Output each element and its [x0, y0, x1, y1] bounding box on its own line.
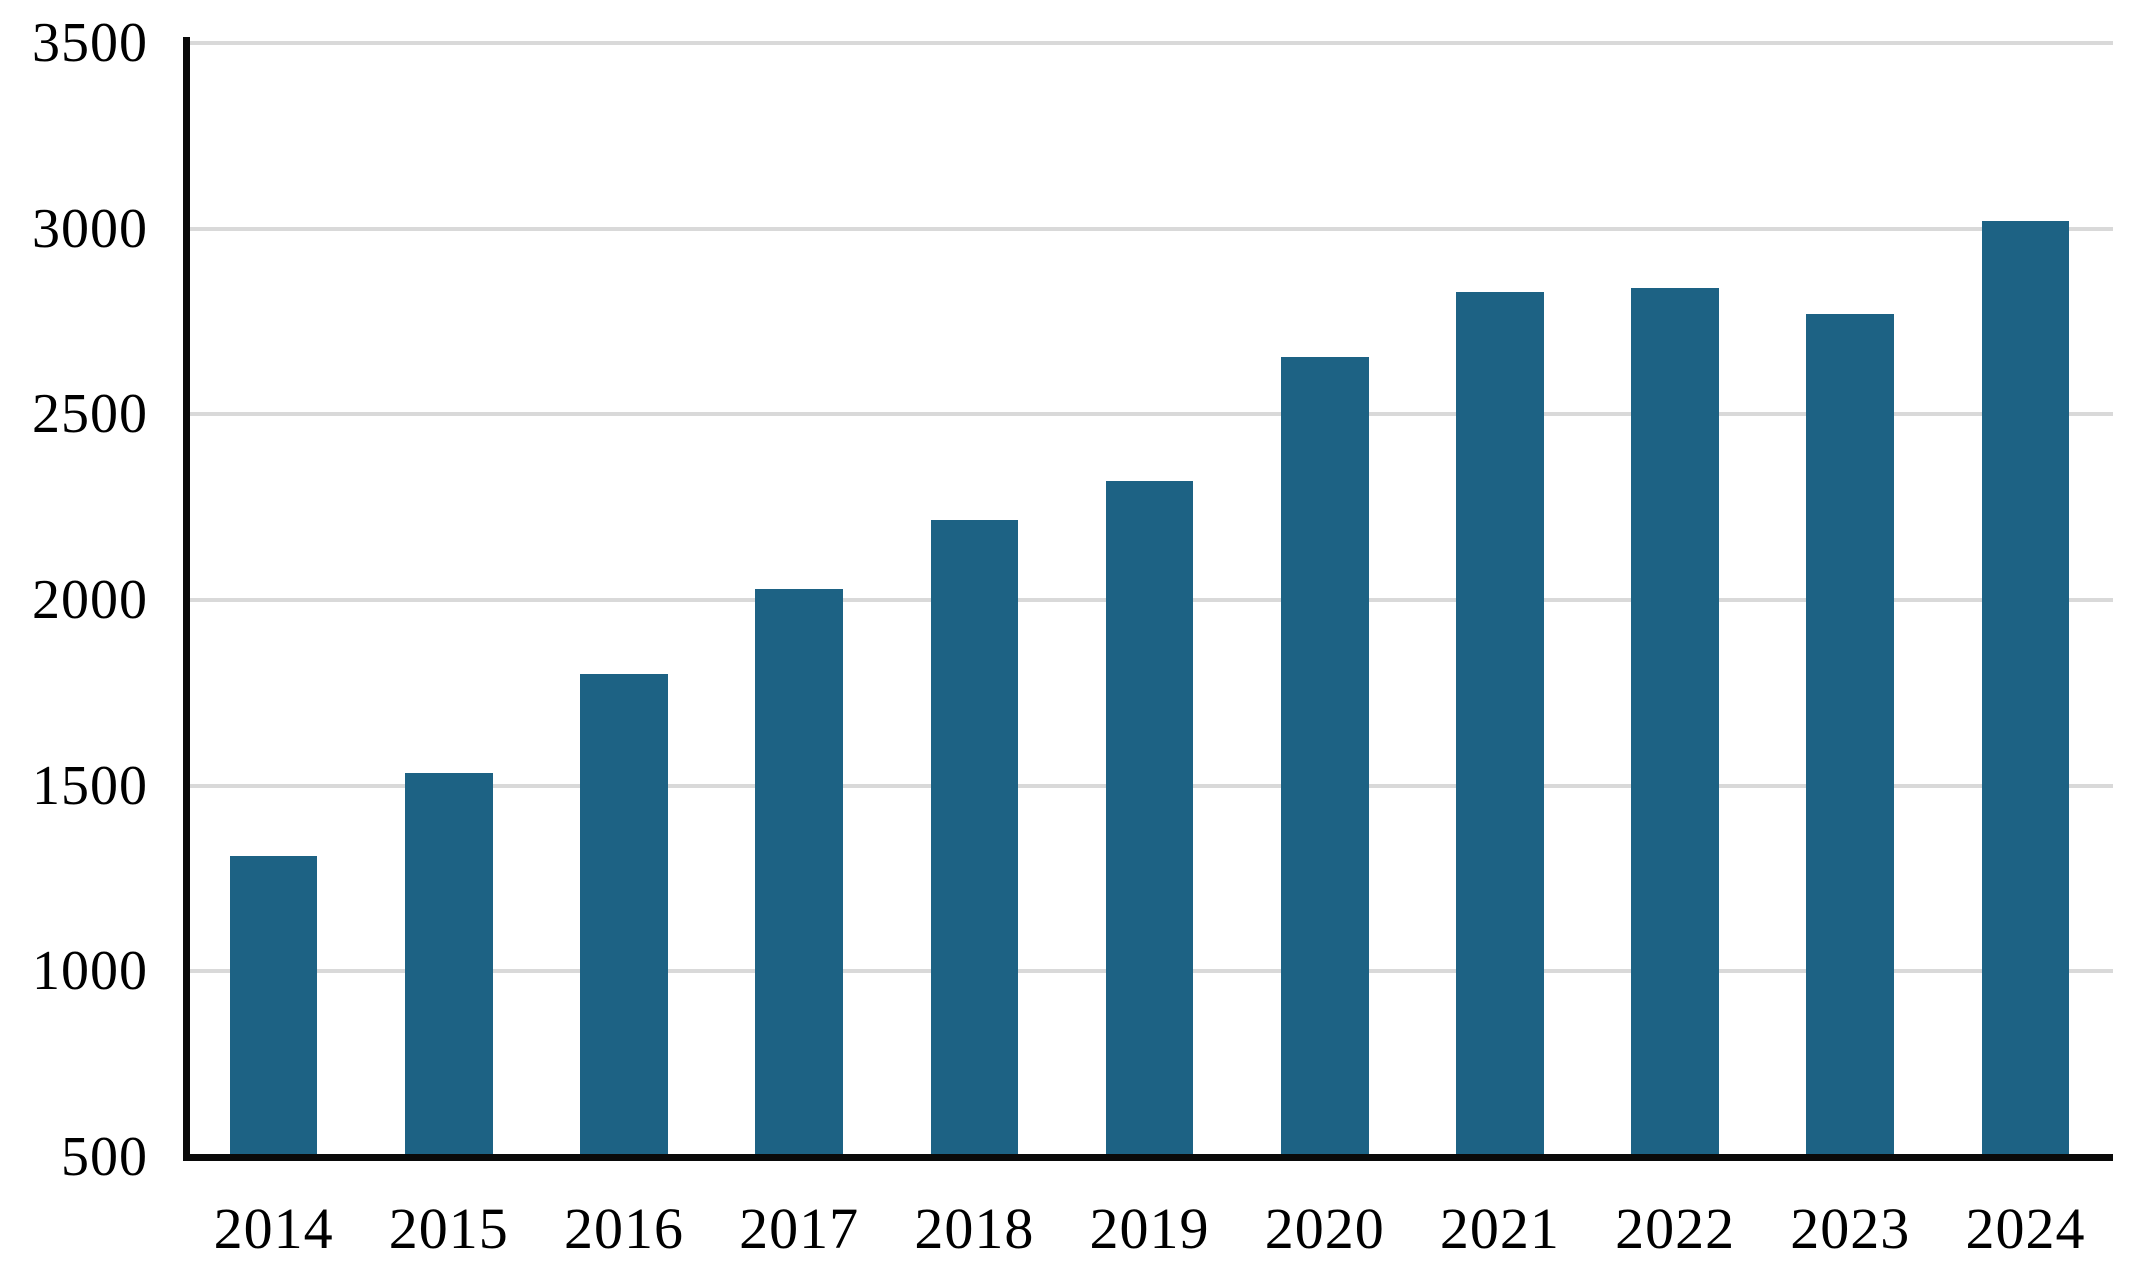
- y-tick-label: 2500: [32, 383, 148, 446]
- x-tick-label: 2024: [1965, 1196, 2086, 1261]
- x-tick-label: 2018: [914, 1196, 1035, 1261]
- x-tick-label: 2016: [563, 1196, 684, 1261]
- bar-slot: [712, 43, 887, 1157]
- bar-2024: [1981, 221, 2070, 1157]
- x-tick-label: 2015: [388, 1196, 509, 1261]
- bar-2021: [1456, 291, 1544, 1157]
- x-tick-label: 2022: [1615, 1196, 1736, 1261]
- bar-2016: [580, 674, 668, 1157]
- x-tick-label: 2023: [1790, 1196, 1911, 1261]
- bar-slot: [361, 43, 536, 1157]
- gridline: [186, 41, 2113, 45]
- bar-2014: [229, 856, 318, 1157]
- x-tick-label: 2014: [213, 1196, 334, 1261]
- bar-slot: [887, 43, 1062, 1157]
- y-tick-label: 2000: [32, 569, 148, 631]
- y-tick-label: 1500: [32, 754, 148, 817]
- bar-slot: [1588, 43, 1763, 1157]
- bar-2015: [404, 772, 493, 1157]
- bar-slot: [1237, 43, 1412, 1157]
- bar-2018: [930, 520, 1019, 1157]
- bar-slot: [186, 43, 361, 1157]
- x-tick-label: 2017: [739, 1196, 860, 1261]
- bar-2023: [1806, 314, 1895, 1157]
- x-tick-label: 2019: [1089, 1196, 1210, 1261]
- gridline: [186, 226, 2113, 231]
- y-tick-label: 3500: [32, 12, 148, 74]
- y-tick-label: 500: [61, 1126, 148, 1188]
- plot-area: [186, 41, 2113, 1157]
- bar-slot: [1062, 43, 1237, 1157]
- bar-2019: [1105, 481, 1194, 1157]
- gridline: [186, 412, 2113, 417]
- y-tick-label: 3000: [32, 197, 148, 260]
- bar-2022: [1631, 288, 1719, 1157]
- y-axis-line: [183, 37, 190, 1161]
- bar-slot: [1412, 43, 1587, 1157]
- bar-series: [186, 43, 2113, 1157]
- x-axis-tick-labels: 2014 2015 2016 2017 2018 2019 2020 2021 2022 2023…: [186, 1196, 2113, 1262]
- bar-2020: [1280, 356, 1369, 1157]
- x-tick-label: 2021: [1439, 1196, 1560, 1261]
- y-tick-label: 1000: [32, 940, 148, 1003]
- bar-slot: [1938, 43, 2113, 1157]
- x-tick-label: 2020: [1264, 1196, 1385, 1261]
- bar-slot: [1763, 43, 1938, 1157]
- bar-slot: [536, 43, 711, 1157]
- bar-2017: [755, 588, 843, 1157]
- x-axis-line: [183, 1154, 2113, 1161]
